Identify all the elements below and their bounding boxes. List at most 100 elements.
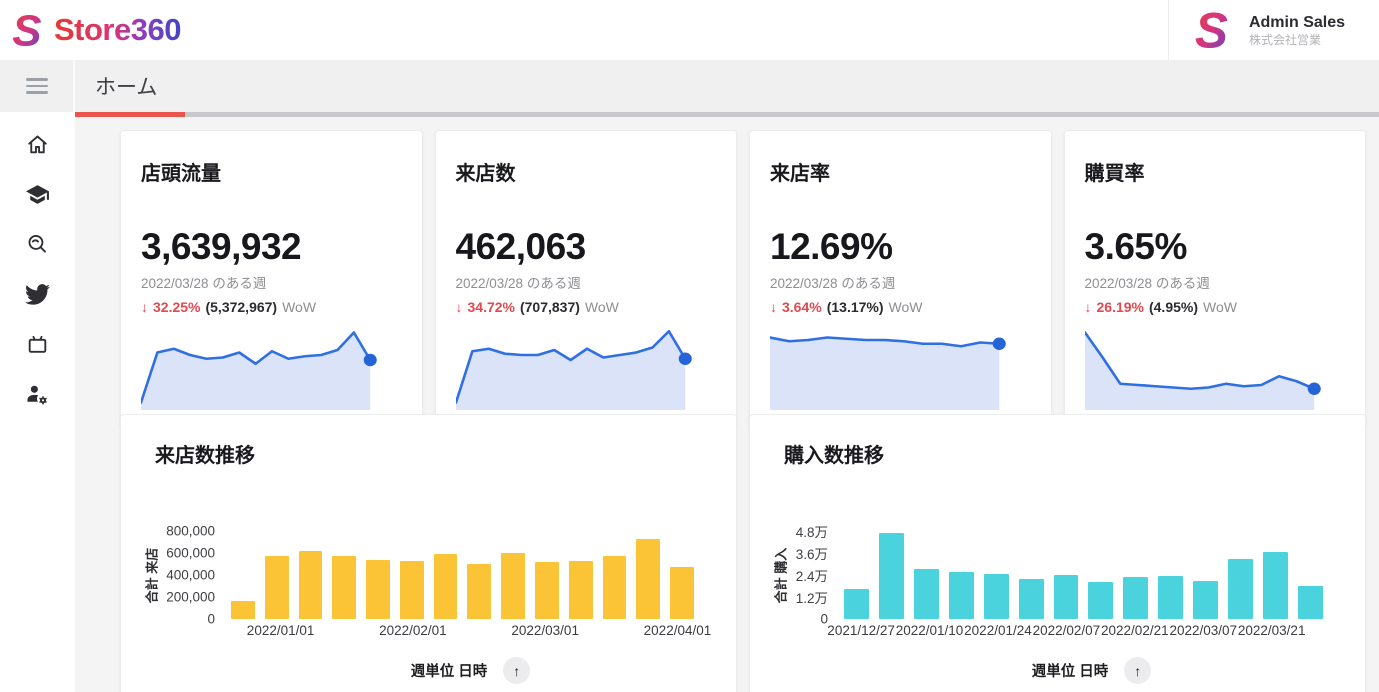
kpi-previous-value: (5,372,967) bbox=[205, 299, 278, 315]
sort-ascending-button[interactable]: ↑ bbox=[503, 657, 531, 684]
sidebar bbox=[0, 117, 75, 692]
kpi-title: 来店数 bbox=[455, 163, 516, 185]
sidebar-item-tv[interactable] bbox=[0, 319, 75, 369]
kpi-sparkline bbox=[455, 325, 717, 410]
sparkline-endpoint-dot bbox=[992, 337, 1006, 350]
account-section[interactable]: S Admin Sales 株式会社営業 bbox=[1167, 0, 1379, 60]
sidebar-item-twitter[interactable] bbox=[0, 269, 75, 319]
bar[interactable] bbox=[501, 553, 526, 619]
bar[interactable] bbox=[332, 556, 357, 619]
bar[interactable] bbox=[1123, 576, 1149, 619]
y-tick-label: 4.8万 bbox=[795, 525, 828, 540]
kpi-title: 来店率 bbox=[770, 163, 830, 185]
user-gear-icon bbox=[27, 385, 47, 404]
sparkline-chart bbox=[141, 325, 377, 410]
y-tick-label: 800,000 bbox=[166, 523, 215, 539]
x-tick-label: 2022/01/01 bbox=[246, 623, 315, 638]
sidebar-item-home[interactable] bbox=[0, 119, 75, 169]
account-s-mark-icon: S bbox=[1195, 4, 1228, 56]
bar[interactable] bbox=[1228, 558, 1254, 619]
menu-hamburger-icon[interactable] bbox=[25, 78, 48, 94]
kpi-period: 2022/03/28 のある週 bbox=[1084, 276, 1210, 291]
bar[interactable] bbox=[231, 601, 255, 619]
bar[interactable] bbox=[913, 568, 939, 619]
tab-home[interactable]: ホーム bbox=[95, 76, 158, 99]
graduation-cap-icon bbox=[26, 184, 49, 204]
kpi-change: ↓ 34.72% (707,837) WoW bbox=[456, 299, 717, 315]
bar[interactable] bbox=[670, 566, 694, 619]
bar[interactable] bbox=[366, 559, 390, 619]
bar[interactable] bbox=[1158, 575, 1184, 619]
chart-title: 購入数推移 bbox=[784, 445, 884, 467]
bar[interactable] bbox=[1193, 580, 1219, 619]
x-tick-label: 2021/12/27 bbox=[827, 623, 895, 638]
kpi-period: 2022/03/28 のある週 bbox=[455, 276, 581, 291]
kpi-card: 来店数 462,063 2022/03/28 のある週 ↓ 34.72% (70… bbox=[434, 130, 737, 427]
bar[interactable] bbox=[844, 588, 869, 619]
sort-ascending-button[interactable]: ↑ bbox=[1124, 657, 1152, 684]
bar[interactable] bbox=[1088, 582, 1114, 619]
kpi-previous-value: (13.17%) bbox=[826, 299, 884, 315]
kpi-period: 2022/03/28 のある週 bbox=[770, 276, 896, 291]
kpi-value: 3,639,932 bbox=[141, 226, 302, 267]
y-axis-label: 合計 来店 bbox=[144, 547, 160, 603]
twitter-icon bbox=[25, 283, 50, 305]
kpi-change-percent: 32.25% bbox=[153, 299, 201, 315]
kpi-change-suffix: WoW bbox=[888, 299, 923, 315]
chart-title: 来店数推移 bbox=[155, 445, 255, 467]
y-tick-label: 3.6万 bbox=[795, 547, 828, 562]
arrow-up-icon: ↑ bbox=[513, 662, 521, 679]
bar[interactable] bbox=[1297, 586, 1323, 619]
app-header: S Store360 S Admin Sales 株式会社営業 bbox=[0, 0, 1379, 60]
x-tick-label: 2022/02/01 bbox=[379, 623, 447, 638]
bar[interactable] bbox=[535, 562, 559, 619]
bar[interactable] bbox=[264, 556, 289, 619]
tab-underline bbox=[0, 112, 1379, 117]
x-axis-label: 週単位 日時 bbox=[410, 664, 488, 680]
bar[interactable] bbox=[636, 539, 661, 619]
sparkline-chart bbox=[770, 325, 1006, 410]
kpi-change-percent: 34.72% bbox=[467, 299, 515, 315]
bar-chart: 合計 購入 4.8万 3.6万 2.4万 1.2万 0 2021/12/27 2022/0… bbox=[768, 525, 1345, 684]
bar[interactable] bbox=[1053, 575, 1079, 619]
bar[interactable] bbox=[298, 550, 323, 619]
y-axis-ticks: 800,000 600,000 400,000 200,000 0 bbox=[163, 524, 225, 627]
y-tick-label: 0 bbox=[820, 611, 828, 627]
arrow-up-icon: ↑ bbox=[1134, 662, 1142, 679]
toolbar: ホーム bbox=[0, 60, 1379, 112]
bar[interactable] bbox=[467, 564, 492, 619]
x-tick-label: 2022/01/24 bbox=[964, 623, 1032, 638]
y-tick-label: 600,000 bbox=[166, 545, 215, 561]
x-axis-row: 週単位 日時 ↑ bbox=[225, 657, 716, 684]
y-tick-label: 2.4万 bbox=[795, 569, 828, 584]
sparkline-chart bbox=[455, 325, 692, 410]
x-tick-label: 2022/02/07 bbox=[1032, 623, 1101, 638]
bar[interactable] bbox=[1263, 552, 1288, 619]
x-axis-ticks: 2022/01/01 2022/02/01 2022/03/01 2022/04/01 bbox=[231, 623, 711, 641]
bar[interactable] bbox=[568, 561, 593, 619]
y-tick-label: 1.2万 bbox=[795, 591, 828, 606]
kpi-value: 462,063 bbox=[455, 226, 587, 267]
account-name: Admin Sales bbox=[1248, 13, 1345, 31]
sparkline-endpoint-dot bbox=[363, 353, 377, 367]
bar[interactable] bbox=[948, 572, 974, 619]
x-axis-label: 週単位 日時 bbox=[1031, 664, 1109, 680]
tv-icon bbox=[28, 335, 47, 353]
bar[interactable] bbox=[1018, 578, 1044, 619]
bar[interactable] bbox=[602, 555, 627, 619]
bar[interactable] bbox=[983, 574, 1009, 619]
bar-series bbox=[838, 531, 1345, 619]
bar[interactable] bbox=[399, 560, 424, 619]
bar[interactable] bbox=[878, 532, 904, 619]
kpi-change-percent: 3.64% bbox=[782, 299, 822, 315]
kpi-change-suffix: WoW bbox=[584, 299, 619, 315]
sidebar-item-search[interactable] bbox=[0, 219, 75, 269]
store360-s-mark-icon: S bbox=[12, 7, 41, 53]
kpi-change-suffix: WoW bbox=[282, 299, 317, 315]
kpi-change: ↓ 32.25% (5,372,967) WoW bbox=[141, 299, 402, 315]
sidebar-item-learning[interactable] bbox=[0, 169, 75, 219]
bar-series bbox=[225, 531, 716, 619]
bar[interactable] bbox=[433, 554, 458, 619]
kpi-title: 店頭流量 bbox=[141, 163, 221, 185]
sidebar-item-user-settings[interactable] bbox=[0, 369, 75, 419]
